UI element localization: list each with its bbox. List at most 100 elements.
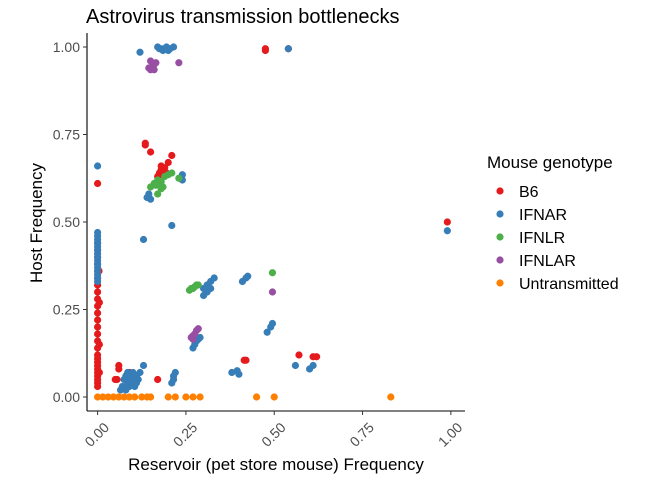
data-point-ifnar — [132, 379, 141, 387]
data-point-ifnar — [263, 328, 271, 336]
data-point-b6 — [93, 309, 102, 317]
data-point-ifnar — [93, 277, 102, 286]
data-point-ifnar — [129, 368, 137, 377]
legend-label-ifnlr: IFNLR — [519, 230, 565, 247]
data-point-ifnar — [122, 386, 130, 394]
legend-label-ifnlar: IFNLAR — [519, 253, 576, 270]
data-point-b6 — [154, 375, 162, 384]
data-point-untransmitted — [196, 393, 204, 401]
data-point-ifnlr — [268, 269, 277, 277]
data-point-ifnlar — [146, 57, 155, 65]
data-point-untransmitted — [146, 393, 155, 401]
legend-key-ifnlr — [496, 233, 504, 241]
x-tick-label: 0.00 — [81, 419, 112, 450]
data-point-ifnlr — [154, 190, 162, 198]
data-point-untransmitted — [270, 393, 278, 401]
legend: Mouse genotype B6 IFNAR IFNLR IFNLAR Untrans… — [487, 153, 619, 293]
data-point-ifnar — [244, 272, 252, 280]
data-point-ifnar — [136, 48, 144, 56]
data-point-ifnar — [145, 190, 153, 198]
data-point-b6 — [93, 330, 102, 338]
data-point-ifnlar — [194, 325, 202, 333]
data-point-b6 — [115, 365, 123, 373]
data-point-b6 — [168, 151, 176, 160]
data-point-ifnlr — [155, 179, 164, 188]
data-point-ifnar — [284, 45, 292, 53]
data-point-b6 — [93, 316, 102, 324]
data-point-ifnar — [93, 162, 102, 170]
data-point-b6 — [95, 368, 103, 377]
data-point-untransmitted — [252, 393, 261, 401]
data-point-b6 — [261, 46, 270, 55]
data-point-untransmitted — [138, 393, 146, 401]
data-point-ifnlar — [268, 288, 277, 296]
data-point-ifnar — [136, 368, 144, 377]
data-point-ifnlr — [194, 281, 202, 289]
data-point-ifnar — [139, 235, 148, 244]
y-tick-label: 0.00 — [53, 389, 80, 405]
legend-title: Mouse genotype — [487, 153, 613, 172]
data-point-ifnar — [169, 375, 178, 384]
data-point-b6 — [164, 158, 172, 167]
data-point-b6 — [93, 179, 102, 188]
data-point-untransmitted — [93, 393, 102, 401]
data-point-ifnar — [291, 361, 300, 370]
y-tick-label: 0.75 — [53, 127, 80, 143]
data-point-ifnar — [228, 368, 236, 377]
data-point-b6 — [95, 340, 103, 349]
data-point-ifnlar — [189, 335, 197, 343]
data-point-ifnar — [168, 221, 176, 230]
x-tick-label: 0.25 — [170, 419, 201, 450]
y-tick-label: 1.00 — [53, 39, 80, 55]
x-tick-label: 0.75 — [346, 419, 377, 450]
data-point-ifnar — [155, 45, 164, 53]
data-point-untransmitted — [164, 393, 172, 401]
data-point-b6 — [146, 148, 155, 156]
data-point-untransmitted — [125, 393, 133, 401]
data-point-b6 — [242, 356, 250, 364]
data-point-untransmitted — [104, 393, 112, 401]
y-tick-label: 0.25 — [53, 302, 80, 318]
data-point-ifnar — [139, 361, 148, 370]
data-point-ifnar — [207, 284, 215, 293]
data-point-b6 — [295, 351, 303, 359]
data-point-ifnar — [309, 361, 317, 370]
data-point-b6 — [93, 382, 102, 391]
legend-label-b6: B6 — [519, 184, 539, 201]
data-point-ifnar — [196, 333, 204, 342]
data-point-ifnar — [169, 43, 178, 51]
data-point-untransmitted — [115, 393, 123, 401]
data-point-b6 — [95, 298, 103, 307]
x-tick-label: 1.00 — [435, 419, 466, 450]
y-tick-label: 0.50 — [53, 214, 80, 230]
data-point-ifnlar — [175, 59, 183, 67]
data-point-untransmitted — [120, 393, 128, 401]
data-point-untransmitted — [387, 393, 395, 401]
data-point-b6 — [111, 375, 119, 384]
x-tick-label: 0.50 — [258, 419, 289, 450]
legend-key-b6 — [496, 187, 504, 195]
data-point-untransmitted — [99, 393, 107, 401]
legend-items: B6 IFNAR IFNLR IFNLAR Untransmitted — [496, 184, 619, 293]
data-points — [93, 43, 451, 401]
data-point-b6 — [313, 353, 321, 361]
data-point-ifnar — [268, 319, 277, 328]
data-point-ifnlar — [150, 66, 158, 74]
data-point-ifnlr — [168, 169, 176, 177]
chart-title: Astrovirus transmission bottlenecks — [86, 6, 399, 28]
data-point-ifnar — [235, 370, 243, 378]
x-axis-ticks: 0.00 0.25 0.50 0.75 1.00 — [81, 411, 465, 450]
legend-key-ifnar — [496, 210, 504, 218]
data-point-b6 — [93, 323, 102, 331]
data-point-ifnlr — [175, 174, 183, 182]
data-point-ifnar — [210, 274, 218, 282]
y-axis-ticks: 0.00 0.25 0.50 0.75 1.00 — [53, 39, 87, 405]
y-axis-title: Host Frequency — [27, 163, 46, 283]
data-point-ifnar — [443, 227, 451, 235]
data-point-b6 — [93, 288, 102, 296]
data-point-b6 — [443, 218, 451, 226]
data-point-untransmitted — [182, 393, 190, 401]
legend-key-ifnlar — [496, 256, 504, 264]
data-point-untransmitted — [109, 393, 118, 401]
